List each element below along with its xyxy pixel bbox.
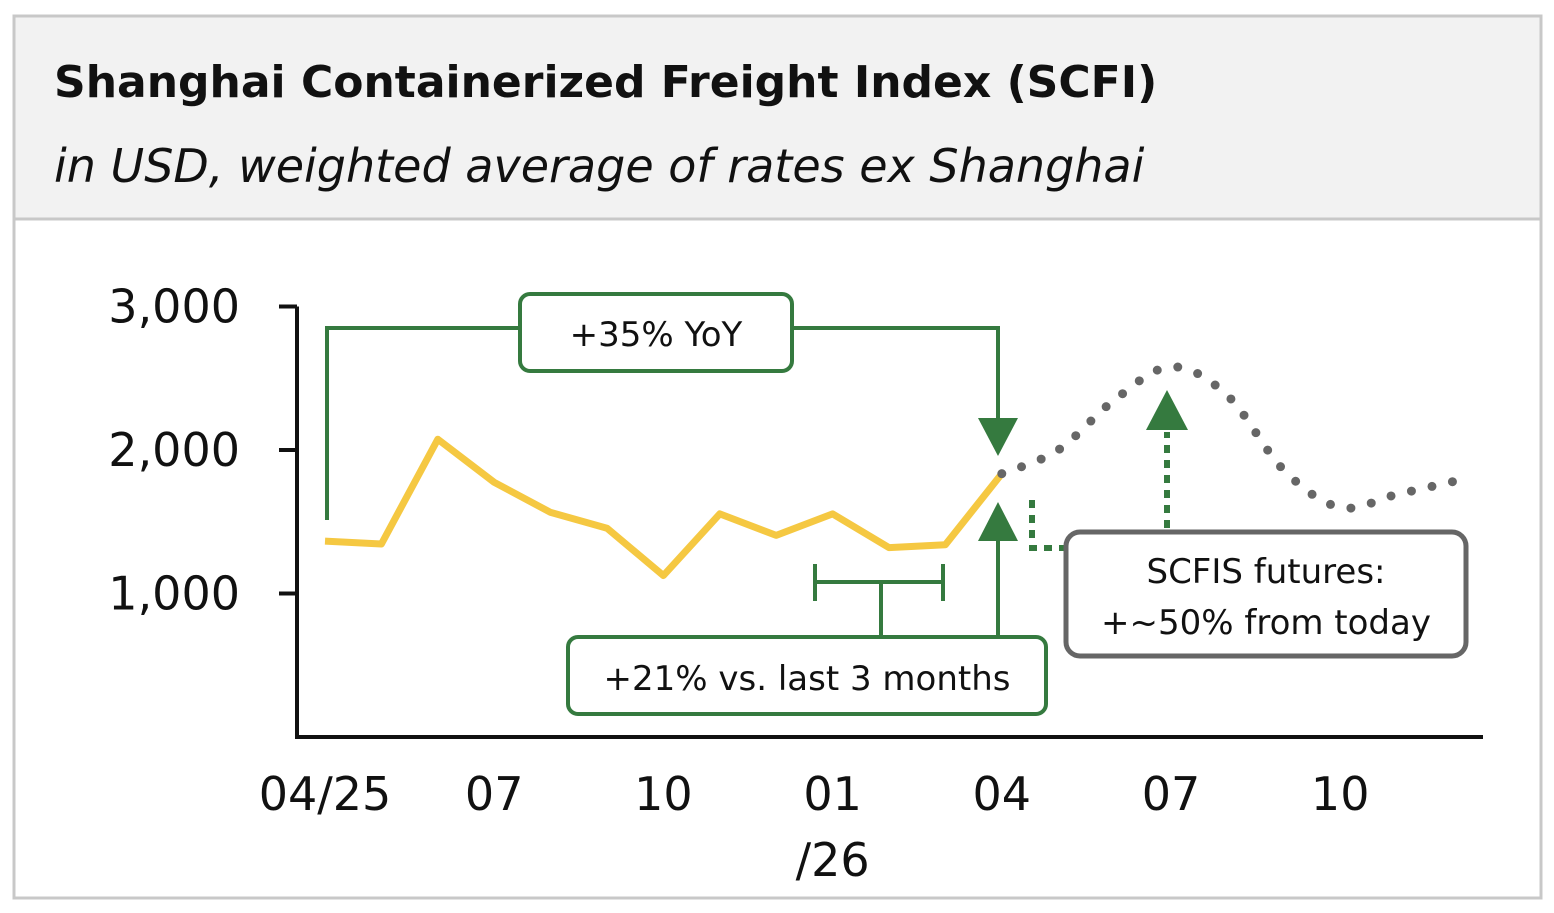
- x-tick-label: 10: [1311, 767, 1370, 821]
- scfis-futures-dotted-line: [997, 362, 1458, 513]
- x-tick-label-year: /26: [796, 833, 870, 887]
- futures-label-line2: +~50% from today: [1101, 603, 1431, 643]
- yoy-arrow-down-icon: [978, 418, 1018, 456]
- futures-arrow-up-icon: [1146, 390, 1188, 430]
- y-tick-label: 1,000: [108, 567, 240, 621]
- y-tick-label: 2,000: [108, 423, 240, 477]
- x-tick-label: 01: [803, 767, 862, 821]
- three-month-label-box: [566, 635, 1048, 716]
- yoy-label: +35% YoY: [570, 315, 743, 355]
- x-tick-label: 10: [634, 767, 693, 821]
- futures-label-line1: SCFIS futures:: [1146, 552, 1385, 592]
- header-background: [15, 17, 1540, 219]
- x-tick-label: 07: [1142, 767, 1201, 821]
- three-month-arrow-up-icon: [978, 502, 1018, 541]
- x-tick-label: 04/25: [259, 767, 392, 821]
- y-tick-label: 3,000: [108, 280, 240, 334]
- chart-title: Shanghai Containerized Freight Index (SC…: [54, 57, 1157, 108]
- futures-connector: [1029, 500, 1066, 551]
- chart-subtitle: in USD, weighted average of rates ex Sha…: [54, 139, 1145, 193]
- yoy-label-box: [518, 292, 794, 373]
- three-month-label: +21% vs. last 3 months: [604, 659, 1011, 699]
- x-tick-label: 04: [973, 767, 1032, 821]
- x-tick-label: 07: [465, 767, 524, 821]
- futures-label-box: [1063, 529, 1469, 659]
